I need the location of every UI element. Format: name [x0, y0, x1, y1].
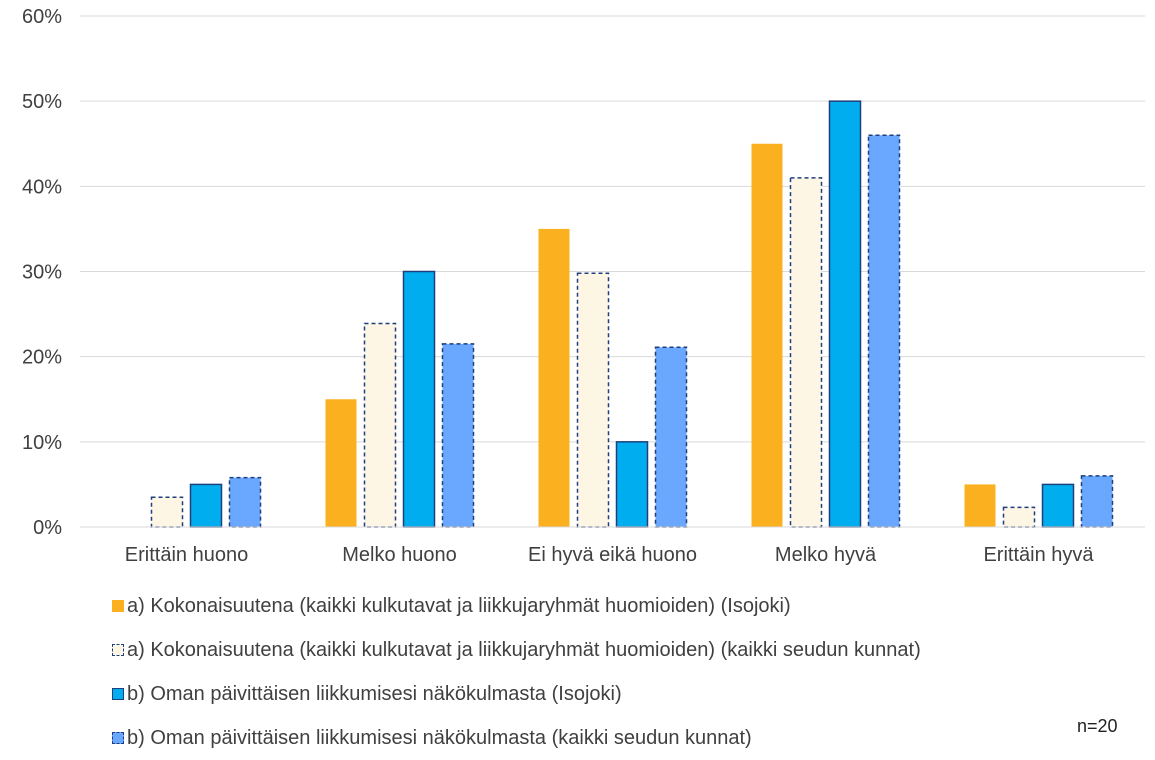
legend-label: a) Kokonaisuutena (kaikki kulkutavat ja … [127, 594, 791, 617]
y-axis-ticks: 0% 10% 20% 30% 40% 50% 60% [22, 6, 62, 539]
legend-item: a) Kokonaisuutena (kaikki kulkutavat ja … [112, 628, 921, 672]
bar-2-1 [150, 496, 184, 528]
x-category-label: Ei hyvä eikä huono [528, 544, 697, 566]
legend-swatch [112, 644, 124, 656]
x-category-label: Erittäin hyvä [983, 544, 1094, 566]
y-tick-label: 40% [22, 176, 62, 198]
y-tick-label: 60% [22, 6, 62, 28]
bar-4-2 [441, 343, 475, 528]
bar-3-5 [1041, 483, 1075, 528]
bar-1-5 [964, 484, 996, 527]
sample-size-note: n=20 [1077, 716, 1118, 736]
y-tick-label: 30% [22, 262, 62, 284]
bar-4-4 [867, 134, 901, 528]
legend-swatch [112, 732, 124, 744]
gridlines [80, 15, 1145, 443]
x-category-label: Melko hyvä [775, 544, 877, 566]
x-category-label: Erittäin huono [125, 544, 248, 566]
bar-2-4 [789, 177, 823, 528]
y-tick-label: 10% [22, 432, 62, 454]
legend-swatch [112, 600, 124, 612]
legend: a) Kokonaisuutena (kaikki kulkutavat ja … [112, 584, 921, 760]
legend-swatch [112, 688, 124, 700]
bar-1-4 [751, 143, 783, 527]
bar-3-2 [402, 270, 436, 528]
bar-4-3 [654, 346, 688, 528]
legend-label: a) Kokonaisuutena (kaikki kulkutavat ja … [127, 638, 921, 661]
bar-2-2 [363, 322, 397, 528]
bar-4-5 [1080, 475, 1114, 528]
bar-4-1 [228, 476, 262, 528]
legend-label: b) Oman päivittäisen liikkumisesi näköku… [127, 682, 622, 705]
bar-1-3 [538, 228, 570, 527]
x-axis-categories: Erittäin huono Melko huono Ei hyvä eikä hu… [125, 544, 1095, 566]
legend-label: b) Oman päivittäisen liikkumisesi näköku… [127, 726, 752, 749]
legend-item: a) Kokonaisuutena (kaikki kulkutavat ja … [112, 584, 921, 628]
bar-3-1 [189, 483, 223, 528]
bar-3-3 [615, 441, 649, 528]
legend-item: b) Oman päivittäisen liikkumisesi näköku… [112, 672, 921, 716]
bar-1-2 [325, 399, 357, 527]
bars [150, 100, 1114, 528]
bar-2-3 [576, 272, 610, 528]
bar-3-4 [828, 100, 862, 528]
bar-chart: 0% 10% 20% 30% 40% 50% 60% Erittäin huono Melko… [22, 6, 1145, 566]
y-tick-label: 20% [22, 347, 62, 369]
x-category-label: Melko huono [342, 544, 457, 566]
y-tick-label: 0% [33, 517, 62, 539]
legend-item: b) Oman päivittäisen liikkumisesi näköku… [112, 716, 921, 760]
y-tick-label: 50% [22, 91, 62, 113]
bar-2-5 [1002, 506, 1036, 528]
